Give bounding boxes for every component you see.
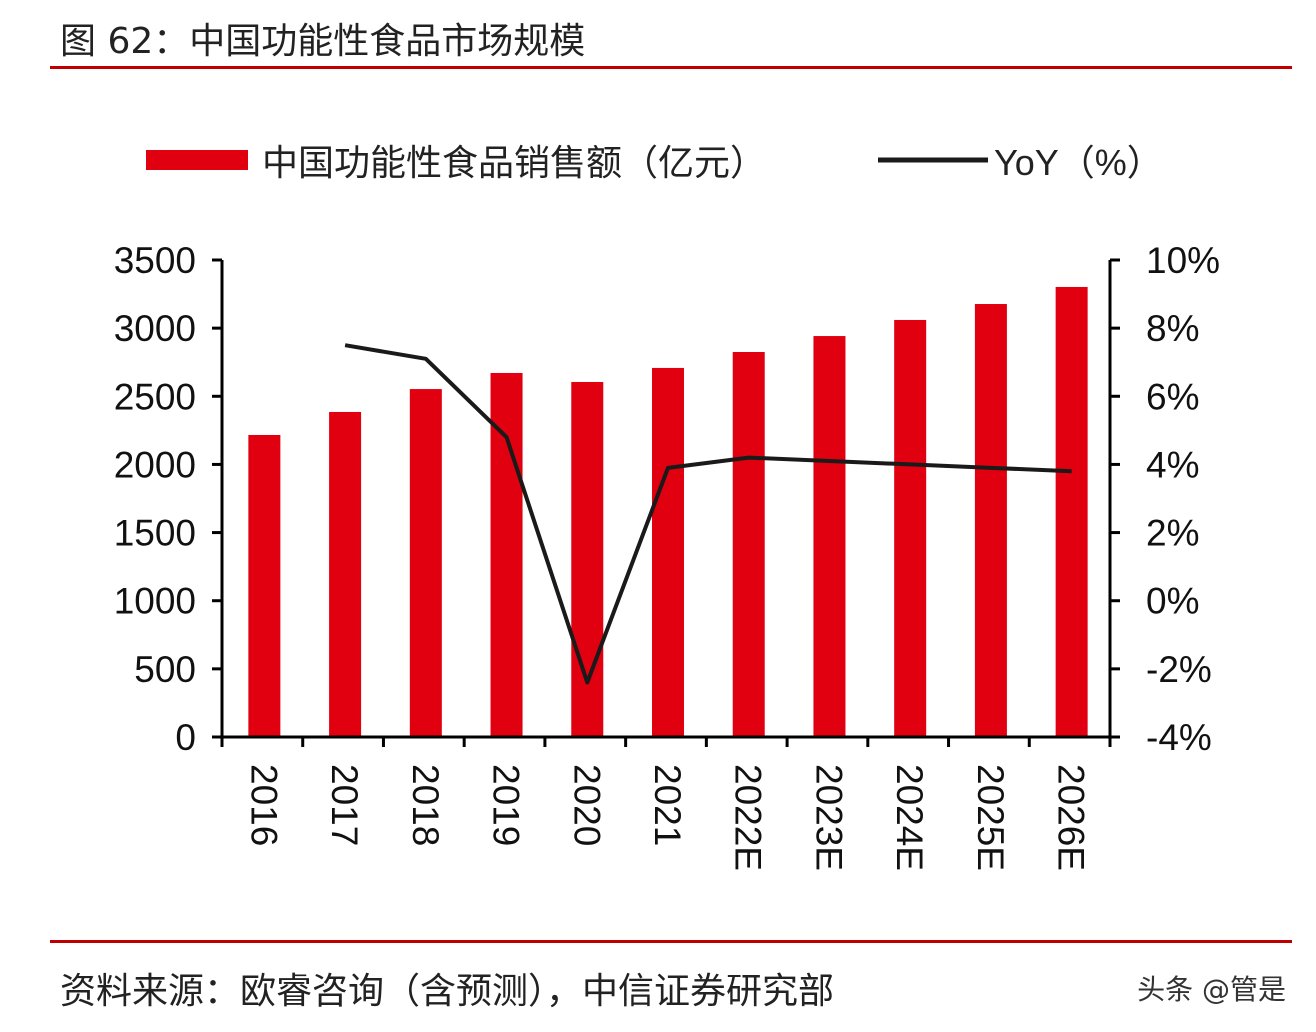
left-tick-label: 3500 (114, 240, 196, 281)
right-tick-label: 2% (1146, 513, 1199, 554)
top-divider (50, 66, 1292, 69)
watermark: 头条 @管是 (1137, 973, 1286, 1006)
source-note: 资料来源：欧睿咨询（含预测），中信证券研究部 (60, 971, 835, 1012)
yoy-line (344, 343, 1072, 685)
legend-line-label: YoY（%） (994, 142, 1163, 183)
x-tick-label: 2019 (486, 764, 527, 846)
bar-2019 (490, 372, 523, 737)
left-tick-label: 1500 (114, 513, 196, 554)
left-tick-label: 2000 (114, 444, 196, 485)
x-tick-label: 2018 (405, 764, 446, 846)
right-tick-label: -2% (1146, 649, 1212, 690)
x-tick-label: 2024E (889, 764, 930, 871)
bar-2026E (1055, 286, 1088, 737)
right-tick-label: 6% (1146, 376, 1199, 417)
x-tick-label: 2023E (808, 764, 849, 871)
right-tick-label: -4% (1146, 717, 1212, 758)
x-tick-label: 2022E (728, 764, 769, 871)
bar-2018 (409, 389, 442, 737)
bar-2016 (248, 434, 281, 737)
right-tick-label: 8% (1146, 308, 1199, 349)
right-tick-label: 0% (1146, 581, 1199, 622)
right-tick-label: 4% (1146, 444, 1199, 485)
x-tick-label: 2021 (647, 764, 688, 846)
bottom-divider (50, 940, 1292, 943)
bar-2017 (329, 411, 362, 737)
left-tick-label: 1000 (114, 581, 196, 622)
bar-2023E (813, 336, 846, 737)
bar-2022E (732, 351, 765, 737)
x-tick-label: 2017 (324, 764, 365, 846)
x-tick-label: 2016 (243, 764, 284, 846)
bar-2025E (974, 304, 1007, 737)
bar-2024E (894, 319, 927, 737)
left-tick-label: 0 (175, 717, 196, 758)
figure-title: 图 62：中国功能性食品市场规模 (60, 21, 586, 62)
x-tick-label: 2020 (566, 764, 607, 846)
legend-bar-label: 中国功能性食品销售额（亿元） (262, 142, 766, 183)
left-tick-label: 3000 (114, 308, 196, 349)
bar-2021 (652, 367, 684, 737)
x-tick-label: 2025E (970, 764, 1011, 871)
left-tick-label: 2500 (114, 376, 196, 417)
legend-bar-swatch (146, 150, 248, 170)
left-tick-label: 500 (134, 649, 196, 690)
right-tick-label: 10% (1146, 240, 1220, 281)
x-tick-label: 2026E (1051, 764, 1092, 871)
